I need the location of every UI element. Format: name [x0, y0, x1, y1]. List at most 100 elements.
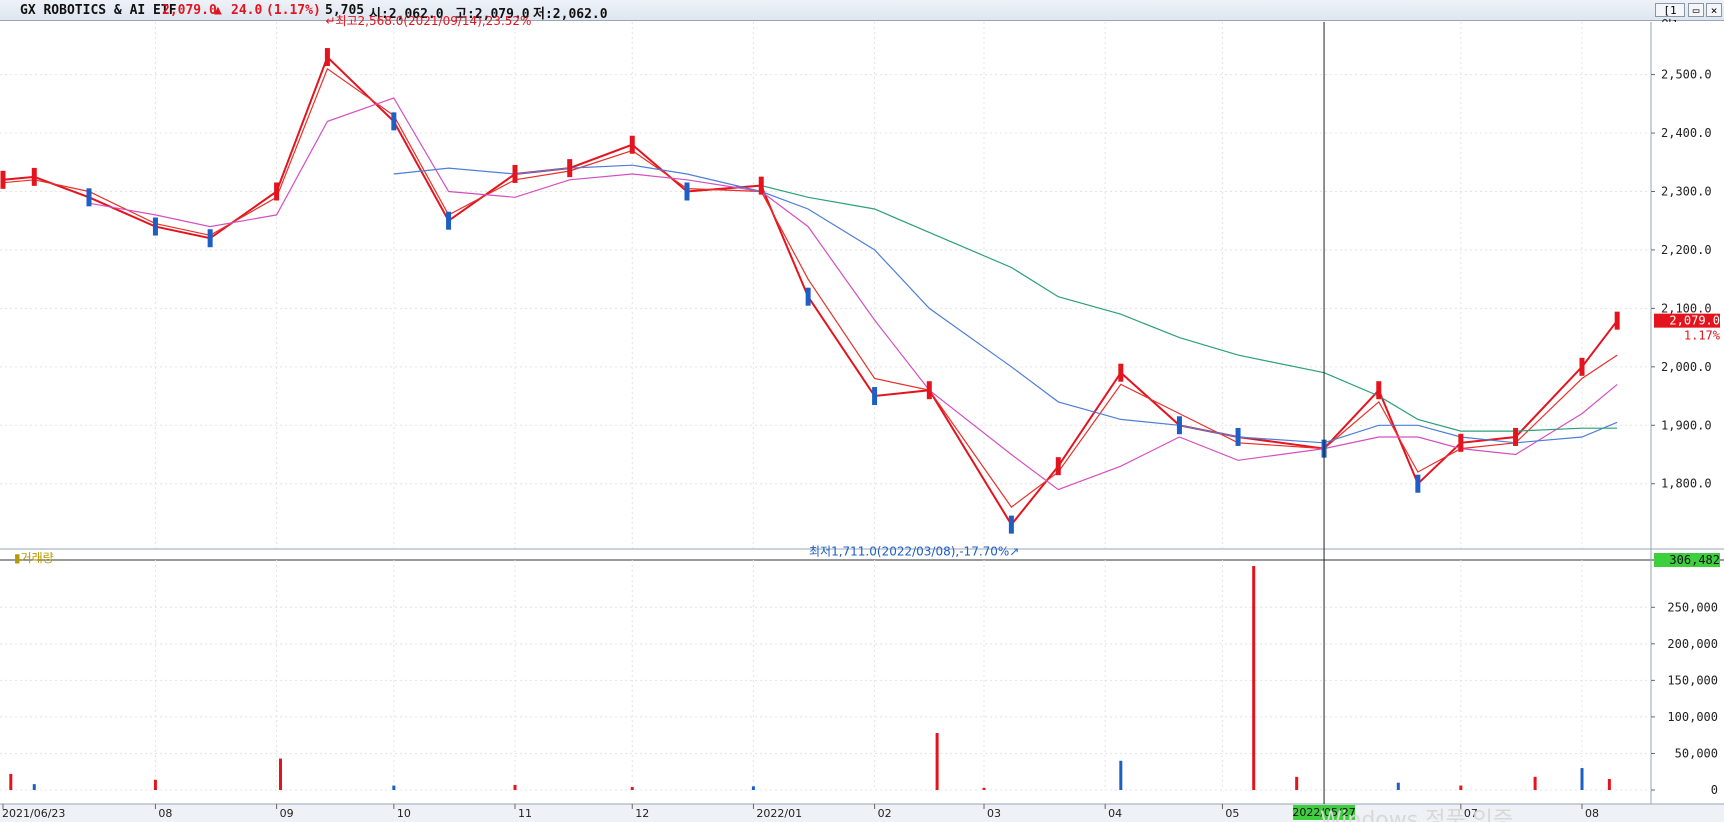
- price-candle: [1118, 363, 1124, 382]
- volume-y-tick-label: 200,000: [1667, 637, 1718, 651]
- crosshair-date-label: 2022/05/27: [1292, 806, 1355, 819]
- x-tick-label: 08: [1585, 807, 1599, 820]
- volume-y-tick-label: 150,000: [1667, 673, 1718, 687]
- price-candle: [391, 112, 397, 131]
- last-volume-tag: [1654, 553, 1720, 567]
- price-candle: [1614, 311, 1620, 330]
- x-tick-label: 2022/01: [756, 807, 802, 820]
- price-candle: [567, 159, 573, 178]
- change-arrow: ▲: [214, 3, 222, 18]
- volume-bar: [513, 784, 517, 790]
- price-candle: [324, 48, 330, 67]
- price-y-tick-label: 2,000.0: [1661, 360, 1712, 374]
- windows-watermark: Windows 정품 인증: [1320, 808, 1513, 822]
- volume-y-tick-label: 50,000: [1675, 746, 1718, 760]
- high-value: 고:2,079.0: [455, 7, 530, 22]
- volume-y-tick-label: 100,000: [1667, 710, 1718, 724]
- price-candle: [1513, 427, 1519, 446]
- price-candle: [684, 182, 690, 201]
- x-tick-label: 08: [158, 807, 172, 820]
- x-axis-strip: [0, 804, 1724, 822]
- x-tick-label: 04: [1108, 807, 1122, 820]
- volume-legend: ▮거래량: [14, 551, 54, 565]
- volume-bar: [935, 732, 939, 790]
- x-tick-label: 07: [1464, 807, 1478, 820]
- price-candle: [629, 135, 635, 154]
- series-line-ma20: [88, 97, 1618, 491]
- x-tick-label: 11: [518, 807, 532, 820]
- price-y-tick-label: 2,500.0: [1661, 68, 1712, 82]
- price-candle: [86, 188, 92, 207]
- x-tick-label: 09: [280, 807, 294, 820]
- x-tick-label: 02: [878, 807, 892, 820]
- volume-y-tick-label: 250,000: [1667, 600, 1718, 614]
- low-value: 저:2,062.0: [533, 7, 608, 22]
- price-y-tick-label: 2,300.0: [1661, 184, 1712, 198]
- volume-bar: [1295, 776, 1299, 790]
- price-candle: [31, 167, 37, 186]
- price-legend: ▮ 가격(수정) ▮ 5 ▮ 20 ▮ 60 ▮ 120: [14, 24, 207, 41]
- price-candle: [1235, 427, 1241, 446]
- legend-price-marker: ▮: [14, 26, 21, 40]
- price-panel: [0, 22, 1724, 548]
- price-y-tick-label: 2,200.0: [1661, 243, 1712, 257]
- close-button[interactable]: ×: [1706, 3, 1722, 17]
- legend-ma120-marker: ▮: [171, 26, 179, 40]
- last-volume-tag-label: 306,482: [1669, 553, 1720, 567]
- price-candle: [1008, 515, 1014, 534]
- price-candle: [1176, 416, 1182, 435]
- series-line-ma5: [2, 67, 1618, 508]
- legend-ma60-marker: ▮: [139, 26, 147, 40]
- volume-bar: [1119, 760, 1123, 790]
- series-line-ma120: [761, 185, 1618, 432]
- volume-bar: [1580, 768, 1584, 790]
- last-price-tag: [1654, 313, 1720, 328]
- volume-bar: [32, 784, 36, 790]
- legend-ma60: 60: [149, 26, 165, 40]
- price-candle: [446, 211, 452, 230]
- x-tick-label: 03: [987, 807, 1001, 820]
- price-candle: [805, 287, 811, 306]
- volume-bar: [153, 779, 157, 790]
- price-y-tick-label: 2,100.0: [1661, 301, 1712, 315]
- low-annotation: 최저1,711.0(2022/03/08),-17.70%↗: [809, 545, 1019, 559]
- volume-bar: [982, 787, 986, 790]
- price-candle: [1321, 439, 1327, 458]
- price-candle: [1458, 433, 1464, 452]
- open-value: 시:2,062.0: [369, 7, 444, 22]
- volume-bar: [1607, 779, 1611, 790]
- price-y-tick-label: 1,900.0: [1661, 418, 1712, 432]
- price-y-tick-label: 1,800.0: [1661, 477, 1712, 491]
- x-tick-label: 10: [397, 807, 411, 820]
- legend-ma5: 5: [93, 26, 102, 40]
- price-candle: [872, 387, 878, 406]
- restore-button[interactable]: ▭: [1688, 3, 1704, 17]
- volume-bar: [9, 773, 13, 790]
- ticker-name: GX ROBOTICS & AI ETF: [20, 3, 177, 18]
- change-value: 24.0: [231, 3, 263, 18]
- change-percent: (1.17%): [266, 3, 321, 18]
- volume-bar: [630, 787, 634, 790]
- last-price: 2,079.0: [162, 3, 217, 18]
- legend-ma5-marker: ▮: [83, 26, 91, 40]
- price-candle: [274, 182, 280, 201]
- price-candle: [1055, 457, 1061, 476]
- price-candle: [1376, 381, 1382, 400]
- series-line-ma60: [393, 164, 1618, 444]
- crosshair-date-tag: [1293, 805, 1356, 820]
- volume-bar: [392, 785, 396, 790]
- volume-bar: [278, 758, 282, 790]
- price-candle: [1415, 474, 1421, 493]
- legend-ma120: 120: [181, 26, 204, 40]
- volume-bar: [751, 786, 755, 790]
- volume-bar: [1459, 785, 1463, 790]
- price-candle: [152, 217, 158, 236]
- series-line-price: [2, 55, 1618, 527]
- legend-ma20: 20: [117, 26, 133, 40]
- price-candle: [207, 229, 213, 248]
- legend-ma20-marker: ▮: [108, 26, 115, 40]
- x-tick-label: 2021/06/23: [2, 807, 65, 820]
- price-y-tick-label: 2,400.0: [1661, 126, 1712, 140]
- period-button[interactable]: [1일]: [1655, 3, 1685, 31]
